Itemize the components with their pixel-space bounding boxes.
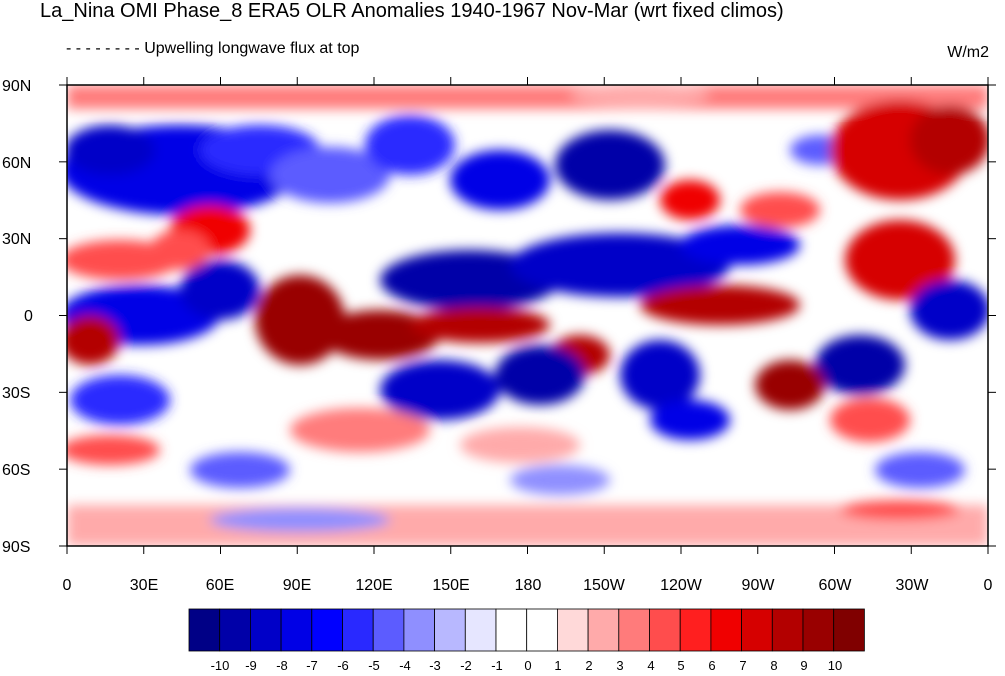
colorbar-box: [342, 608, 374, 652]
lat-label: 30S: [2, 385, 30, 402]
colorbar-box: [833, 608, 865, 652]
colorbar-box: [649, 608, 681, 652]
lon-label: 120E: [355, 577, 392, 594]
colorbar-label: -2: [460, 658, 472, 673]
colorbar-label: 0: [524, 658, 531, 673]
lat-label: 90N: [2, 78, 31, 95]
colorbar-label: 7: [739, 658, 746, 673]
colorbar-box: [311, 608, 343, 652]
units-label: W/m2: [947, 44, 989, 61]
colorbar-box: [710, 608, 743, 652]
lon-label: 90W: [742, 577, 776, 594]
colorbar-box: [557, 608, 589, 652]
lat-label: 0: [24, 308, 33, 325]
anomaly-map: [67, 85, 988, 546]
lat-label: 60N: [2, 155, 31, 172]
colorbar-label: 4: [647, 658, 654, 673]
lon-label: 30E: [130, 577, 158, 594]
lon-label: 120W: [660, 577, 703, 594]
colorbar-label: -4: [399, 658, 411, 673]
lon-label: 180: [515, 577, 542, 594]
subtitle-text: Upwelling longwave flux at top: [144, 40, 360, 57]
variable-subtitle: - - - - - - - - Upwelling longwave flux …: [66, 40, 359, 58]
colorbar-label: -1: [491, 658, 503, 673]
colorbar-box: [434, 608, 466, 652]
colorbar-label: -3: [429, 658, 441, 673]
colorbar-box: [802, 608, 835, 652]
colorbar-label: 9: [800, 658, 807, 673]
colorbar-label: 2: [585, 658, 592, 673]
colorbar-box: [280, 608, 313, 652]
colorbar-label: -10: [211, 658, 230, 673]
lon-label: 150W: [583, 577, 626, 594]
colorbar-label: -8: [276, 658, 288, 673]
colorbar-box: [464, 608, 497, 652]
colorbar-label: 8: [770, 658, 777, 673]
colorbar-box: [618, 608, 650, 652]
colorbar-label: 1: [554, 658, 561, 673]
colorbar-label: 3: [616, 658, 623, 673]
lon-label: 0: [984, 577, 993, 594]
colorbar-label: -5: [368, 658, 380, 673]
chart-title: La_Nina OMI Phase_8 ERA5 OLR Anomalies 1…: [40, 0, 784, 22]
lon-label: 60E: [206, 577, 234, 594]
colorbar-labels: -10 -9 -8 -7 -6 -5 -4 -3 -2 -1 0 1 2 3 4…: [211, 658, 843, 673]
colorbar-box: [219, 608, 251, 652]
colorbar-box: [249, 608, 282, 652]
legend-dash-line: - - - - - - - -: [66, 40, 140, 57]
colorbar: [188, 608, 865, 652]
colorbar-label: -7: [306, 658, 318, 673]
colorbar-label: 5: [677, 658, 684, 673]
colorbar-label: 10: [828, 658, 842, 673]
colorbar-box: [771, 608, 804, 652]
colorbar-label: 6: [708, 658, 715, 673]
lon-label: 60W: [819, 577, 853, 594]
lon-label: 90E: [283, 577, 311, 594]
latitude-axis: 90N 60N 30N 0 30S 60S 90S: [2, 78, 33, 556]
lat-label: 60S: [2, 462, 30, 479]
colorbar-box: [741, 608, 773, 652]
axis-ticks: [59, 77, 996, 554]
colorbar-box: [372, 608, 405, 652]
lat-label: 90S: [2, 539, 30, 556]
colorbar-label: -9: [245, 658, 257, 673]
colorbar-box: [679, 608, 712, 652]
colorbar-box: [188, 608, 221, 652]
lat-label: 30N: [2, 231, 31, 248]
colorbar-box: [587, 608, 620, 652]
lon-label: 30W: [896, 577, 930, 594]
colorbar-label: -6: [337, 658, 349, 673]
colorbar-box: [495, 608, 528, 652]
colorbar-box: [403, 608, 435, 652]
lon-label: 150E: [432, 577, 469, 594]
colorbar-box: [526, 608, 558, 652]
lon-label: 0: [63, 577, 72, 594]
longitude-axis: 0 30E 60E 90E 120E 150E 180 150W 120W 90…: [63, 577, 993, 594]
